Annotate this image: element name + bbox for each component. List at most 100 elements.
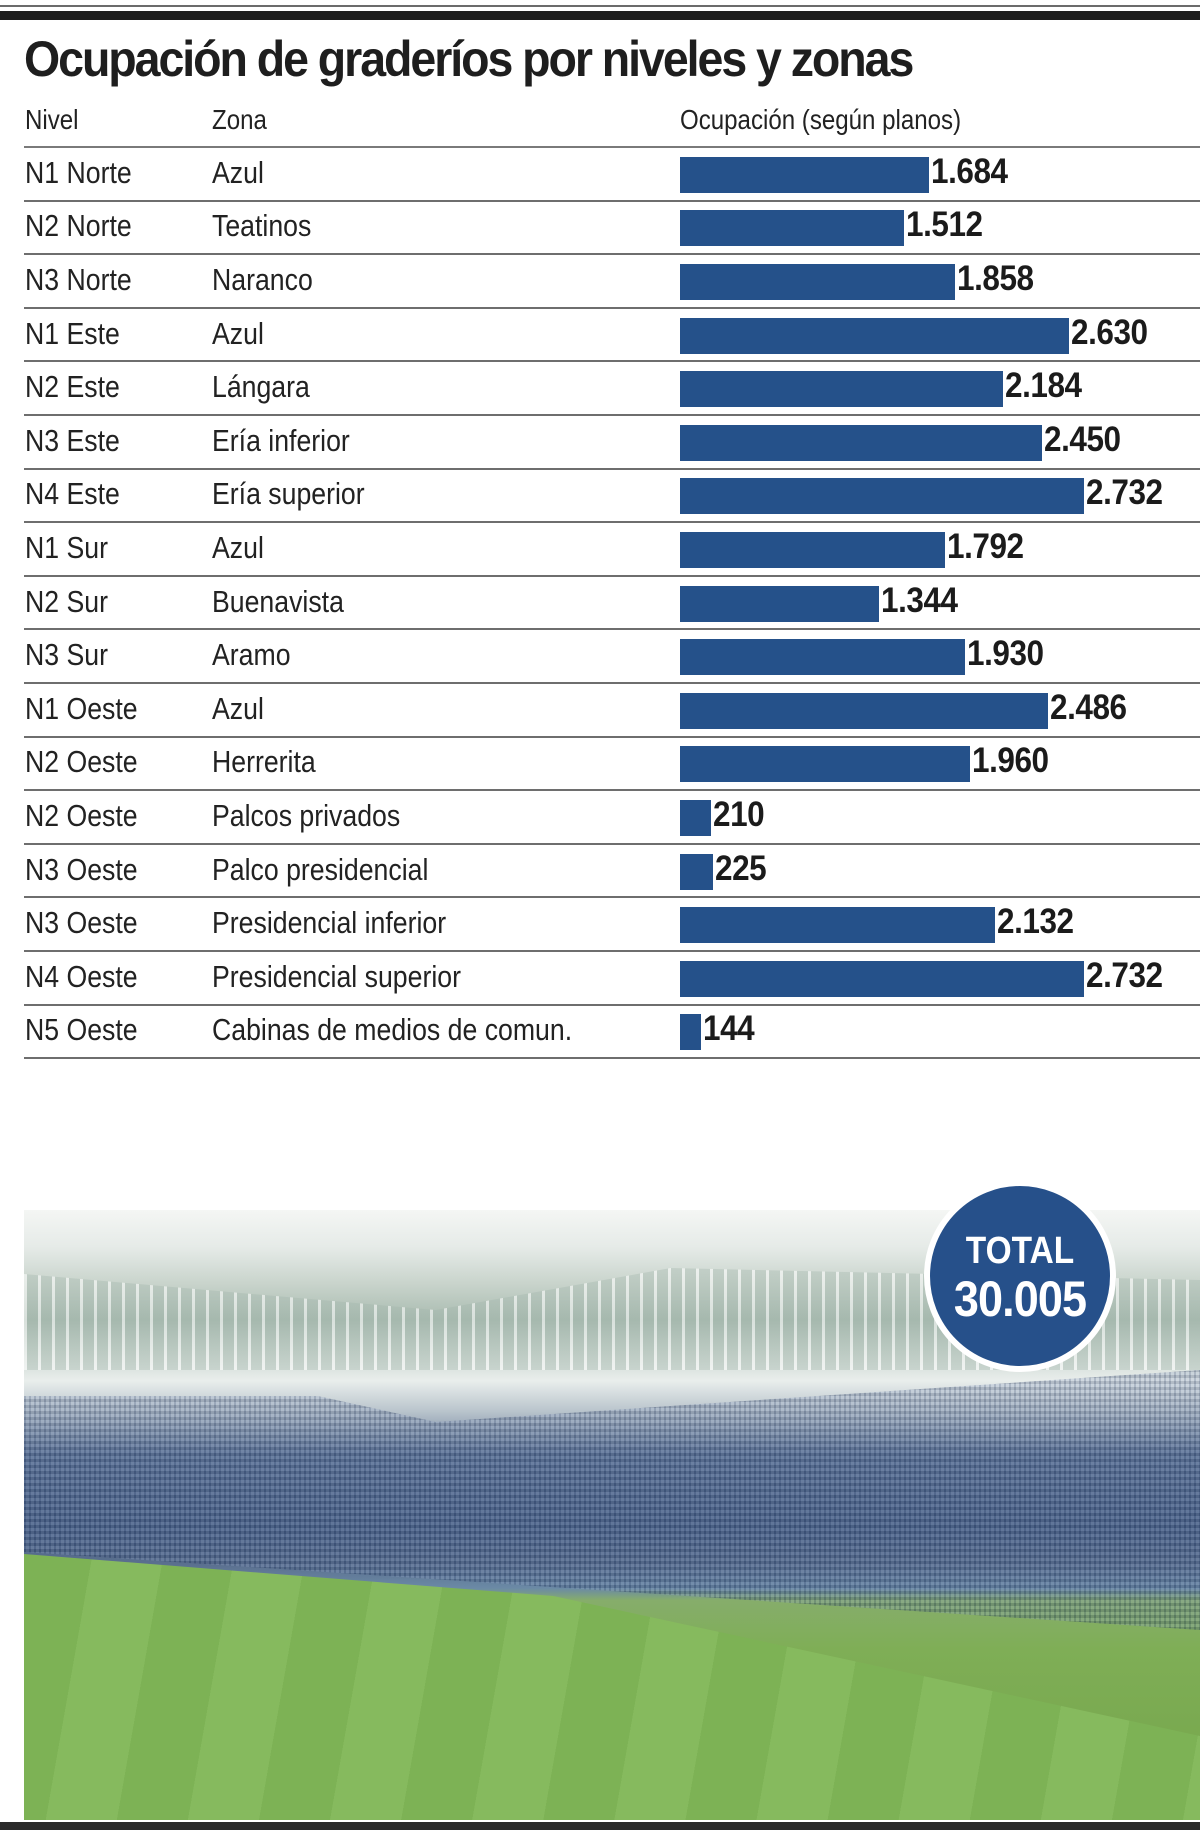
row-zona: Palcos privados: [212, 797, 401, 833]
row-bar: [680, 639, 965, 676]
row-bar: [680, 746, 970, 783]
table-row: N3 Este Ería inferior 2.450: [24, 416, 1200, 470]
row-bar: [680, 853, 713, 890]
chart-title: Ocupación de graderíos por niveles y zon…: [24, 31, 914, 87]
row-nivel: N3 Este: [25, 422, 120, 458]
row-value: 2.630: [1071, 312, 1148, 352]
total-badge: TOTAL 30.005: [924, 1180, 1116, 1372]
row-zona: Azul: [212, 690, 264, 726]
total-label: TOTAL: [965, 1230, 1075, 1272]
row-zona: Lángara: [212, 369, 310, 405]
row-zona: Presidencial superior: [212, 958, 461, 994]
row-divider: [24, 574, 1200, 577]
table-row: N1 Este Azul 2.630: [24, 309, 1200, 363]
row-value: 1.792: [947, 526, 1024, 566]
row-zona: Teatinos: [212, 208, 312, 244]
table-row: N1 Oeste Azul 2.486: [24, 684, 1200, 738]
row-bar: [680, 156, 929, 193]
row-zona: Azul: [212, 315, 264, 351]
row-bar: [680, 210, 904, 247]
row-divider: [24, 842, 1200, 845]
row-bar: [680, 799, 711, 836]
row-nivel: N1 Este: [25, 315, 120, 351]
row-value: 144: [703, 1009, 755, 1049]
row-divider: [24, 1003, 1200, 1006]
table-row: N3 Norte Naranco 1.858: [24, 255, 1200, 309]
table-row: N1 Sur Azul 1.792: [24, 523, 1200, 577]
row-zona: Ería superior: [212, 476, 365, 512]
row-value: 2.732: [1086, 955, 1163, 995]
table-row: N2 Norte Teatinos 1.512: [24, 202, 1200, 256]
row-divider: [24, 253, 1200, 256]
row-value: 1.930: [967, 634, 1044, 674]
table-row: N3 Oeste Palco presidencial 225: [24, 845, 1200, 899]
table-row: N4 Oeste Presidencial superior 2.732: [24, 952, 1200, 1006]
table-row: N2 Este Lángara 2.184: [24, 362, 1200, 416]
row-bar: [680, 585, 879, 622]
row-bar: [680, 960, 1084, 997]
row-zona: Palco presidencial: [212, 851, 429, 887]
row-zona: Herrerita: [212, 744, 316, 780]
row-nivel: N3 Oeste: [25, 905, 138, 941]
row-value: 2.184: [1005, 366, 1082, 406]
row-zona: Cabinas de medios de comun.: [212, 1012, 573, 1048]
row-divider: [24, 199, 1200, 202]
row-nivel: N2 Norte: [25, 208, 132, 244]
row-divider: [24, 789, 1200, 792]
total-value: 30.005: [953, 1271, 1087, 1327]
row-nivel: N2 Este: [25, 369, 120, 405]
row-nivel: N2 Sur: [25, 583, 108, 619]
row-nivel: N1 Sur: [25, 529, 108, 565]
row-bar: [680, 424, 1042, 461]
row-bar: [680, 317, 1069, 354]
row-divider: [24, 628, 1200, 631]
column-header-ocupacion: Ocupación (según planos): [680, 104, 962, 135]
row-value: 1.512: [906, 205, 983, 245]
table-row: N2 Oeste Herrerita 1.960: [24, 738, 1200, 792]
row-nivel: N3 Oeste: [25, 851, 138, 887]
row-zona: Ería inferior: [212, 422, 350, 458]
row-divider: [24, 467, 1200, 470]
row-nivel: N1 Oeste: [25, 690, 138, 726]
row-nivel: N5 Oeste: [25, 1012, 138, 1048]
top-rule-thick: [0, 11, 1200, 20]
row-bar: [680, 1014, 701, 1051]
row-value: 2.486: [1050, 687, 1127, 727]
row-divider: [24, 521, 1200, 524]
row-value: 1.858: [957, 258, 1034, 298]
header-divider: [24, 146, 1200, 148]
row-bar: [680, 263, 955, 300]
row-zona: Naranco: [212, 261, 313, 297]
row-divider: [24, 896, 1200, 899]
row-zona: Presidencial inferior: [212, 905, 447, 941]
row-zona: Buenavista: [212, 583, 344, 619]
row-divider: [24, 949, 1200, 952]
row-value: 2.732: [1086, 473, 1163, 513]
row-nivel: N3 Sur: [25, 637, 108, 673]
row-divider: [24, 1057, 1200, 1060]
row-divider: [24, 360, 1200, 363]
row-bar: [680, 692, 1048, 729]
row-bar: [680, 531, 945, 568]
row-divider: [24, 306, 1200, 309]
row-nivel: N3 Norte: [25, 261, 132, 297]
row-bar: [680, 478, 1084, 515]
row-nivel: N4 Oeste: [25, 958, 138, 994]
table-row: N1 Norte Azul 1.684: [24, 148, 1200, 202]
row-value: 1.684: [931, 151, 1008, 191]
table-row: N3 Sur Aramo 1.930: [24, 630, 1200, 684]
table-row: N4 Este Ería superior 2.732: [24, 470, 1200, 524]
table-row: N2 Oeste Palcos privados 210: [24, 791, 1200, 845]
row-value: 2.450: [1044, 419, 1121, 459]
row-value: 1.344: [881, 580, 958, 620]
stadium-photo: [24, 1210, 1200, 1820]
column-header-zona: Zona: [212, 104, 267, 135]
bottom-rule: [0, 1822, 1200, 1830]
row-value: 225: [715, 848, 767, 888]
table-row: N2 Sur Buenavista 1.344: [24, 577, 1200, 631]
top-rule-thin: [0, 5, 1200, 7]
row-zona: Azul: [212, 154, 264, 190]
row-zona: Aramo: [212, 637, 291, 673]
row-divider: [24, 735, 1200, 738]
row-value: 2.132: [997, 902, 1074, 942]
